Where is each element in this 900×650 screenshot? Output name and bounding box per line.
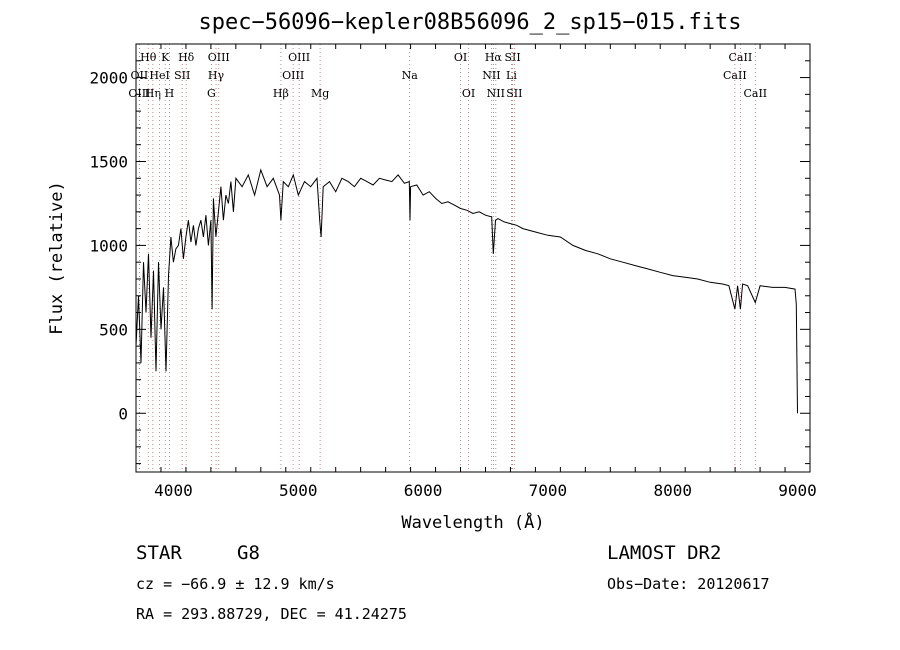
x-tick-label: 7000 [529, 481, 568, 500]
spectral-line-label: HeI [149, 69, 169, 82]
spectral-line-label: G [207, 87, 216, 100]
spectral-line-label: NII [487, 87, 505, 100]
spectral-line-label: Hθ [140, 51, 157, 64]
x-tick-label: 9000 [778, 481, 817, 500]
spectral-line-label: Hδ [178, 51, 195, 64]
x-tick-label: 4000 [154, 481, 193, 500]
spectral-line-label: OII [131, 69, 149, 82]
redshift-text: cz = −66.9 ± 12.9 km/s [136, 575, 335, 593]
x-axis-label: Wavelength (Å) [401, 511, 544, 533]
spectrum-series [135, 168, 798, 414]
y-tick-label: 2000 [89, 69, 128, 88]
spectral-line-label: Hη [145, 87, 161, 100]
spectral-line-markers: Hθ OII OIII K H Hη HeI SII Hδ OIII Hγ G Hβ OIII OIII Mg… [128, 44, 767, 472]
survey-name: LAMOST DR2 [607, 542, 722, 564]
spectral-line-label: NII [482, 69, 500, 82]
spectral-line-label: Hα [485, 51, 503, 64]
obs-date: Obs−Date: 20120617 [607, 575, 770, 593]
y-tick-label: 1500 [89, 152, 128, 171]
chart-title: spec−56096−kepler08B56096_2_sp15−015.fit… [198, 10, 742, 35]
spectral-line-label: CaII [743, 87, 767, 100]
spectral-line-label: OIII [128, 87, 150, 100]
y-tick-label: 500 [99, 320, 128, 339]
coordinates: RA = 293.88729, DEC = 41.24275 [136, 605, 407, 623]
spectral-line-label: OIII [208, 51, 230, 64]
x-tick-label: 8000 [653, 481, 692, 500]
x-tick-label: 6000 [404, 481, 443, 500]
y-tick-label: 1000 [89, 236, 128, 255]
spectral-line-label: Na [402, 69, 419, 82]
y-tick-label: 0 [118, 404, 128, 423]
y-axis-label: Flux (relative) [47, 181, 67, 335]
spectral-line-label: OIII [282, 69, 304, 82]
spectral-line-label: OI [462, 87, 475, 100]
spectral-line-label: CaII [723, 69, 747, 82]
spectral-line-label: Mg [311, 87, 329, 100]
spectral-line-label: H [165, 87, 175, 100]
object-class: STAR [136, 542, 182, 564]
spectral-line-label: SII [506, 87, 522, 100]
spectral-line-label: Hβ [273, 87, 289, 100]
spectral-line-label: K [161, 51, 170, 64]
spectral-line-label: CaII [729, 51, 753, 64]
axis-ticks: 4000 5000 6000 7000 8000 9000 0 500 1000 1500 2000 [89, 43, 817, 500]
spectral-line-label: Li [506, 69, 517, 82]
spectral-line-label: OIII [288, 51, 310, 64]
spectral-line-label: SII [174, 69, 190, 82]
spectral-line-label: SII [504, 51, 520, 64]
x-tick-label: 5000 [279, 481, 318, 500]
object-subclass: G8 [237, 542, 260, 564]
spectral-line-label: OI [454, 51, 467, 64]
plot-frame [135, 43, 811, 473]
spectral-line-label: Hγ [208, 69, 225, 82]
